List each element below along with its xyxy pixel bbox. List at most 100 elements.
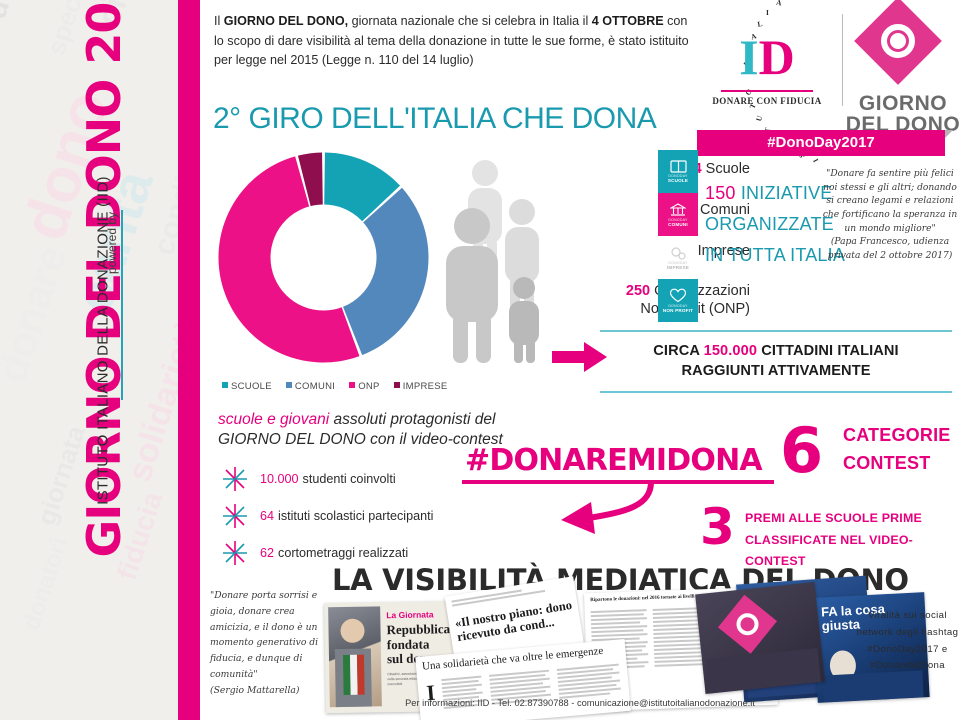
initiatives-line1-rest: INIZIATIVE — [735, 183, 833, 203]
pope-quote: "Donare fa sentire più felici noi stessi… — [820, 168, 960, 263]
badge-np-label: NON PROFIT — [662, 308, 694, 313]
iid-ring-char: I — [810, 157, 821, 164]
circa-pre: CIRCA — [653, 343, 704, 359]
badge-scuole-top: DONODAY — [668, 174, 688, 178]
prizes-number: 3 — [700, 498, 735, 556]
iid-letter-d: D — [758, 29, 795, 85]
legend-swatch — [393, 382, 400, 388]
star-icon — [222, 503, 248, 529]
iid-ring-char: U — [754, 114, 765, 123]
star-svg — [223, 540, 247, 565]
badge-np-top: DONODAY — [668, 304, 688, 308]
sidebar: dono speciale civiltà dono carità condiv… — [0, 0, 178, 720]
badge-comuni-top: DONODAY — [668, 217, 688, 222]
hashtag-donaremidona: #DONAREMIDONA — [465, 443, 763, 478]
pope-quote-attribution: (Papa Francesco, udienza privata del 2 o… — [827, 237, 953, 261]
circa-top-rule — [600, 330, 952, 332]
bullet-institutes-label: istituti scolastici partecipanti — [278, 508, 434, 523]
legend-item-imprese: IMPRESE — [393, 381, 448, 392]
main-content: Il GIORNO DEL DONO, giornata nazionale c… — [200, 0, 960, 720]
iid-logo: ISTITUTO ITALIANO DONAZIONE ID DONARE CO… — [697, 0, 926, 164]
intro-bold2: 4 OTTOBRE — [591, 14, 664, 28]
iid-monogram: ID — [725, 32, 809, 82]
people-icon — [446, 160, 539, 363]
badge-scuole: DONODAY SCUOLE — [658, 150, 698, 193]
iid-ring-text: ISTITUTO ITALIANO DONAZIONE — [697, 0, 926, 164]
circa-text: CIRCA 150.000 CITTADINI ITALIANI RAGGIUN… — [600, 332, 952, 391]
legend-swatch — [285, 382, 292, 388]
stat-onp-value: 250 — [625, 282, 651, 299]
sidebar-organization: ISTITUTO ITALIANO DELLA DONAZIONE (IID) — [94, 176, 112, 505]
badge-imprese-top: DONODAY — [668, 260, 688, 265]
mattarella-quote: "Donare porta sorrisi e gioia, donare cr… — [210, 588, 338, 699]
initiatives-line3: IN TUTTA ITALIA — [705, 244, 846, 265]
star-icon — [222, 466, 248, 492]
page-title: 2° GIRO DELL'ITALIA CHE DONA — [213, 102, 657, 135]
initiatives-line2: ORGANIZZATE — [705, 213, 834, 234]
badge-imprese: DONODAY IMPRESE — [658, 236, 698, 279]
iid-rule — [721, 90, 813, 92]
star-icon — [222, 540, 248, 566]
circa-line2: RAGGIUNTI ATTIVAMENTE — [681, 362, 871, 379]
donut-slice-comuni — [323, 187, 429, 356]
arrow-right-icon — [552, 340, 608, 374]
bullet-students-label: studenti coinvolti — [302, 471, 396, 486]
categories-label-l2: CONTEST — [843, 452, 931, 473]
clipping-col3 — [556, 663, 622, 701]
curved-arrow-icon — [555, 480, 675, 540]
stat-comuni-label: Comuni — [700, 201, 750, 218]
circa-bottom-rule — [600, 391, 952, 394]
badge-non-profit: DONODAY NON PROFIT — [658, 279, 698, 322]
circa-number: 150.000 — [703, 343, 758, 359]
video-contest-rest: assoluti protagonisti del — [329, 411, 496, 428]
bullet-shortfilms-value: 62 — [260, 545, 275, 560]
video-contest-highlight: scuole e giovani — [218, 411, 330, 428]
initiatives-block: 150 INIZIATIVE ORGANIZZATE IN TUTTA ITAL… — [705, 178, 845, 271]
circa-post: CITTADINI ITALIANI — [757, 343, 899, 359]
bullet-shortfilms-label: cortometraggi realizzati — [278, 545, 409, 560]
people-illustration — [438, 148, 558, 363]
iid-ring-char: L — [756, 19, 764, 29]
intro-bold1: GIORNO DEL DONO, — [223, 14, 349, 28]
hashtag-underline — [462, 480, 774, 484]
legend-swatch — [222, 382, 228, 388]
iid-ring-char: I — [766, 8, 769, 17]
gdd-line1: GIORNO — [858, 92, 948, 115]
donut-chart — [216, 150, 431, 365]
iid-tagline: DONARE CON FIDUCIA — [712, 96, 822, 106]
initiatives-number: 150 — [705, 183, 736, 203]
badge-comuni-label: COMUNI — [668, 221, 688, 227]
video-contest-intro: scuole e giovani assoluti protagonisti d… — [218, 410, 518, 450]
diamond-icon — [854, 0, 942, 85]
intro-part2: giornata nazionale che si celebra in Ita… — [348, 14, 592, 28]
gdd-logo-text: GIORNO DEL DONO — [845, 92, 960, 135]
mattarella-quote-text: "Donare porta sorrisi e gioia, donare cr… — [210, 590, 319, 681]
categories-label: CATEGORIE CONTEST — [843, 422, 950, 478]
legend-item-comuni: COMUNI — [285, 381, 335, 392]
bullet-students-value: 10.000 — [260, 471, 299, 486]
heart-icon — [669, 288, 687, 303]
logo-block: ISTITUTO ITALIANO DONAZIONE ID DONARE CO… — [697, 0, 960, 164]
logo-separator — [842, 14, 843, 106]
prizes-label-l2: CLASSIFICATE NEL VIDEO-CONTEST — [745, 532, 913, 569]
legend-swatch — [349, 382, 356, 388]
bullet-students: 10.000 studenti coinvolti — [222, 460, 522, 497]
mattarella-quote-attribution: (Sergio Mattarella) — [210, 684, 300, 696]
curved-arrow-svg — [561, 481, 654, 534]
prizes-label-l1: PREMI ALLE SCUOLE PRIME — [745, 511, 922, 525]
intro-part1: Il — [214, 14, 224, 28]
iid-letter-i: I — [739, 29, 759, 85]
pope-quote-text: "Donare fa sentire più felici noi stessi… — [822, 169, 958, 234]
video-contest-bullets: 10.000 studenti coinvolti 64 istituti sc… — [222, 460, 522, 571]
donut-svg — [218, 152, 429, 363]
stat-scuole-label: Scuole — [705, 160, 750, 177]
arrow-svg — [552, 342, 607, 372]
bullet-institutes-value: 64 — [260, 508, 275, 523]
pink-accent-bar — [178, 0, 200, 720]
iid-ring-char: A — [775, 0, 783, 8]
gears-icon — [670, 246, 686, 260]
sidebar-divider — [121, 210, 123, 400]
prizes-label: PREMI ALLE SCUOLE PRIME CLASSIFICATE NEL… — [745, 508, 960, 573]
star-svg — [223, 503, 247, 528]
